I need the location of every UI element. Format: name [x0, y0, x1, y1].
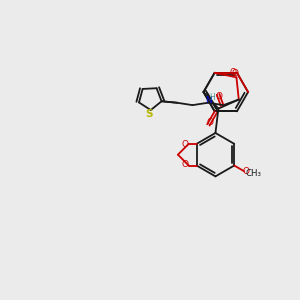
Text: O: O — [182, 140, 189, 149]
Text: N: N — [205, 96, 212, 105]
Text: O: O — [230, 68, 237, 77]
Text: O: O — [216, 92, 223, 101]
Text: CH₃: CH₃ — [245, 169, 262, 178]
Text: O: O — [232, 69, 238, 78]
Text: S: S — [146, 109, 153, 118]
Text: O: O — [207, 118, 214, 127]
Text: O: O — [243, 167, 250, 176]
Text: O: O — [182, 160, 189, 169]
Text: H: H — [209, 94, 215, 103]
